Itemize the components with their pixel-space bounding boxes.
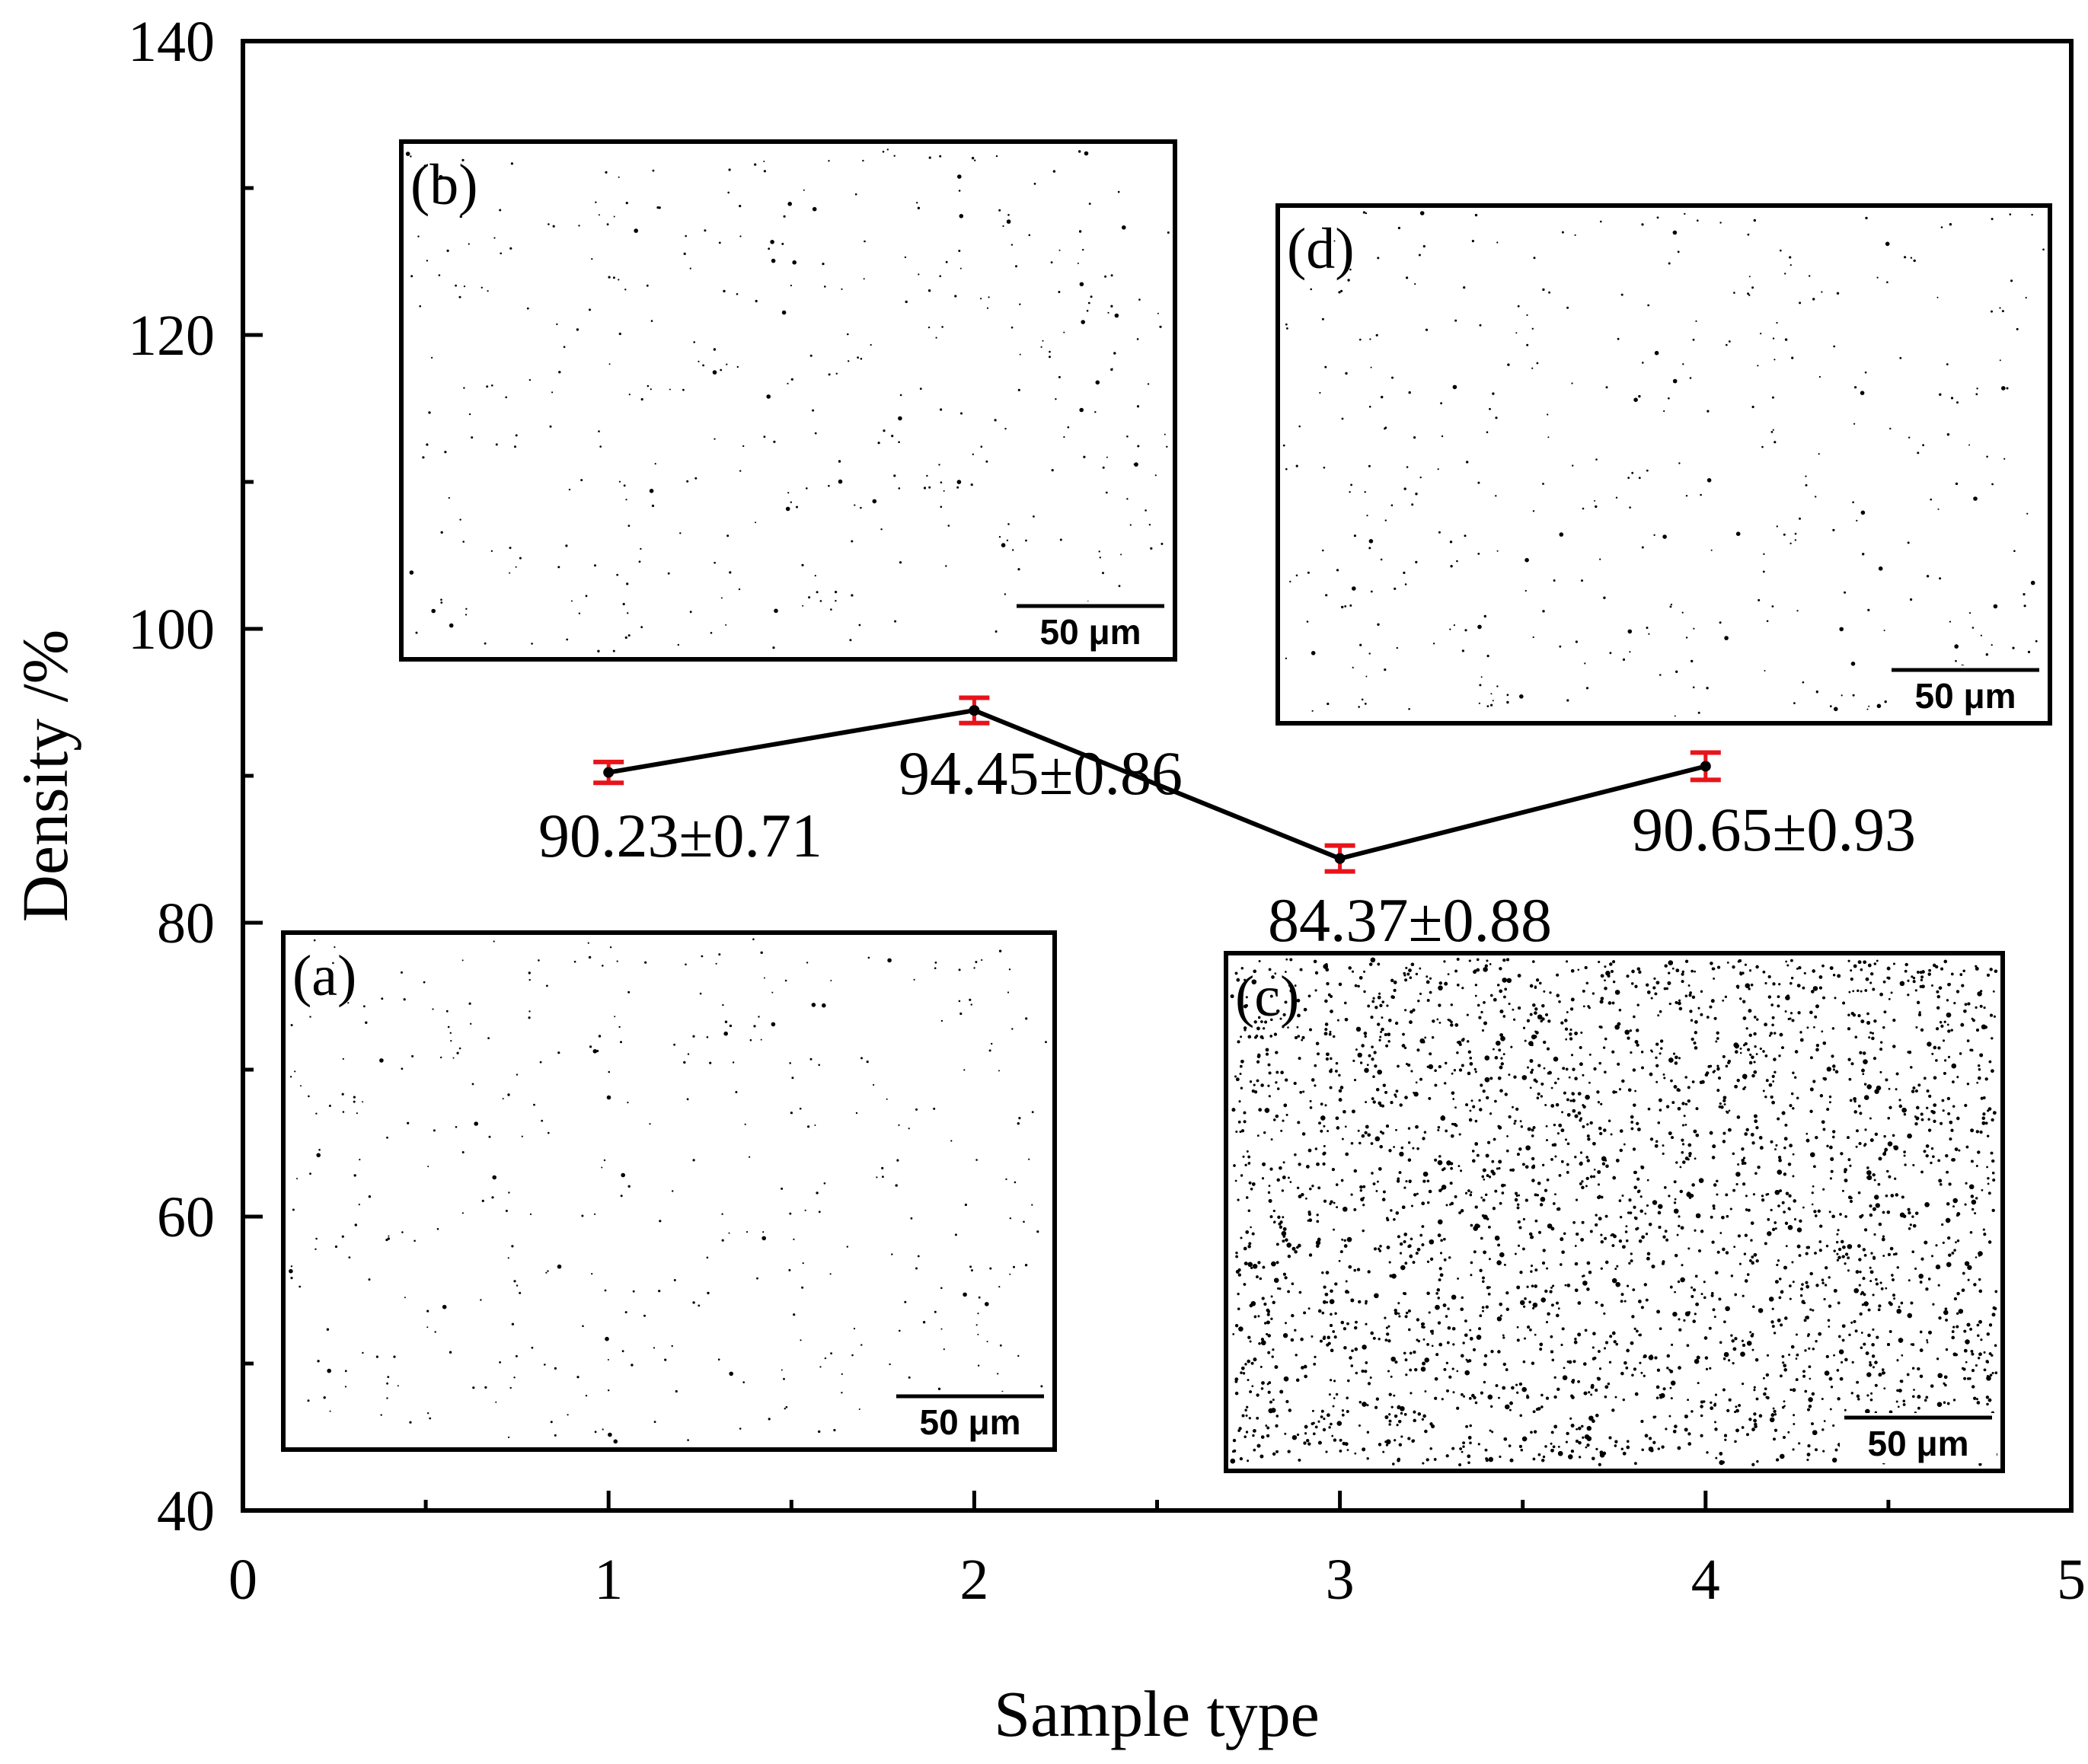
inset-panel-label: (a) [292, 944, 356, 1008]
inset-panel-label: (b) [410, 153, 478, 217]
micrograph-inset: (b) 50 μm [399, 139, 1177, 662]
scale-bar-label: 50 μm [1915, 676, 2016, 716]
data-point [603, 767, 615, 778]
micrograph-inset: (c) 50 μm [1224, 951, 2005, 1473]
inset-border [1275, 203, 2052, 726]
scale-bar-label: 50 μm [1868, 1424, 1969, 1463]
y-tick-label: 140 [128, 10, 215, 74]
inset-panel-label: (c) [1235, 965, 1299, 1029]
y-tick-label: 60 [157, 1185, 215, 1249]
y-tick-label: 40 [157, 1479, 215, 1543]
scale-bar-label: 50 μm [920, 1402, 1021, 1442]
inset-panel-label: (d) [1287, 217, 1355, 281]
x-tick-label: 2 [959, 1548, 988, 1612]
insets-layer: (b) 50 μm (d) 50 μm (a) 50 μm (c) 50 μm [281, 139, 2052, 1473]
labels-layer: 90.23±0.71 94.45±0.86 84.37±0.88 90.65±0.93 [538, 738, 1916, 955]
micrograph-inset: (a) 50 μm [281, 930, 1057, 1452]
scale-bar-background [892, 1392, 1049, 1442]
data-label: 90.23±0.71 [538, 801, 822, 870]
scale-bar-label: 50 μm [1040, 612, 1141, 652]
x-tick-label: 4 [1691, 1548, 1720, 1612]
x-tick-label: 5 [2057, 1548, 2086, 1612]
data-label: 94.45±0.86 [899, 738, 1183, 808]
data-label: 90.65±0.93 [1632, 795, 1916, 864]
scale-bar-background [1887, 665, 2044, 716]
y-tick-label: 120 [128, 304, 215, 368]
ticks-layer: 0 1 2 3 4 5 40 60 80 100 120 140 [128, 10, 2086, 1612]
inset-border [1224, 951, 2005, 1473]
plot-frame [241, 39, 2074, 1513]
scale-bar-background [1012, 601, 1169, 652]
micrograph-inset: (d) 50 μm [1275, 203, 2052, 726]
data-label: 84.37±0.88 [1268, 885, 1552, 955]
y-tick-label: 100 [128, 598, 215, 662]
micrograph-speckle [1230, 957, 1998, 1466]
inset-border [281, 930, 1057, 1452]
x-tick-label: 3 [1326, 1548, 1355, 1612]
inset-border [399, 139, 1177, 662]
x-tick-label: 1 [594, 1548, 623, 1612]
y-axis-title: Density /% [8, 630, 81, 923]
data-point [1700, 761, 1711, 772]
series-line [608, 707, 1706, 861]
data-point [1334, 853, 1346, 864]
micrograph-speckle [405, 148, 1170, 652]
x-axis-title: Sample type [994, 1677, 1320, 1750]
data-point [969, 705, 980, 716]
scale-bar-background [1840, 1413, 1997, 1463]
y-tick-label: 80 [157, 892, 215, 955]
series-layer [593, 695, 1721, 874]
x-tick-label: 0 [228, 1548, 257, 1612]
